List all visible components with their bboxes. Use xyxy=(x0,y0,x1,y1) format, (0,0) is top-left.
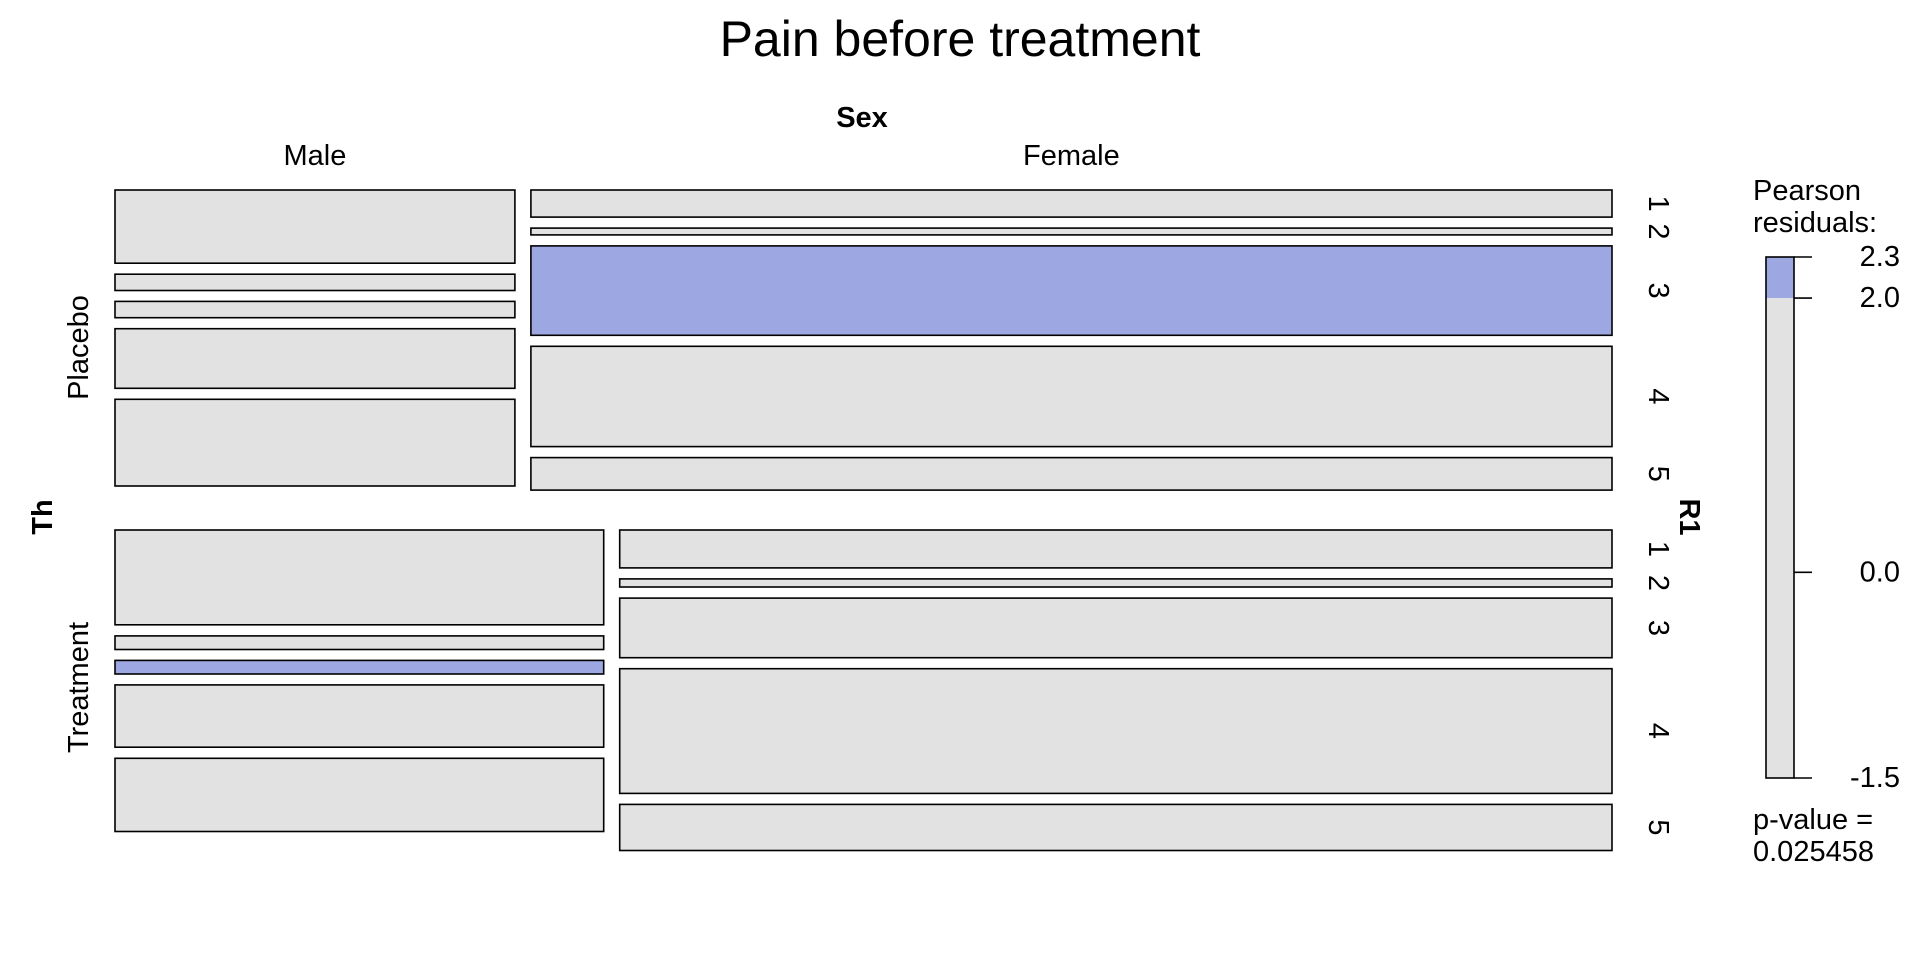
nested-level-label: 2 xyxy=(1642,575,1674,591)
nested-level-label: 1 xyxy=(1642,196,1674,212)
mosaic-tiles xyxy=(114,189,1613,852)
tile-treatment-male-4 xyxy=(114,684,605,749)
tile-placebo-female-4 xyxy=(530,345,1613,448)
tile-placebo-female-3 xyxy=(530,245,1613,337)
tile-placebo-male-4 xyxy=(114,327,516,390)
legend-title-line: Pearson xyxy=(1753,175,1861,207)
tile-placebo-male-2 xyxy=(114,273,516,292)
legend-tick-label: -1.5 xyxy=(1850,762,1900,794)
tile-placebo-female-1 xyxy=(530,189,1613,218)
row-level-label: Placebo xyxy=(63,295,95,400)
nested-level-label: 5 xyxy=(1642,466,1674,482)
tile-treatment-female-2 xyxy=(618,578,1613,588)
tile-treatment-female-3 xyxy=(618,597,1613,659)
nested-level-label: 2 xyxy=(1642,223,1674,239)
tile-treatment-female-4 xyxy=(618,667,1613,795)
nested-level-label: 3 xyxy=(1642,620,1674,636)
tile-placebo-female-5 xyxy=(530,456,1613,491)
nested-level-label: 1 xyxy=(1642,541,1674,557)
tile-treatment-female-1 xyxy=(618,529,1613,569)
nested-level-label: 4 xyxy=(1642,388,1674,404)
tile-placebo-male-3 xyxy=(114,300,516,319)
p-value-line: 0.025458 xyxy=(1753,836,1874,868)
tile-treatment-male-3 xyxy=(114,659,605,675)
tile-treatment-female-5 xyxy=(618,803,1613,852)
tile-treatment-male-2 xyxy=(114,635,605,651)
tile-placebo-male-5 xyxy=(114,398,516,487)
column-variable-label: Sex xyxy=(836,102,888,134)
chart-title: Pain before treatment xyxy=(720,11,1201,67)
nested-level-label: 3 xyxy=(1642,283,1674,299)
row-variable-label: Th xyxy=(27,499,59,534)
legend-bar-outline xyxy=(1765,256,1795,779)
nested-level-label: 4 xyxy=(1642,723,1674,739)
row-level-label: Treatment xyxy=(63,622,95,753)
legend-positive-segment xyxy=(1766,257,1794,299)
nested-variable-label: R1 xyxy=(1673,498,1705,535)
nested-level-label: 5 xyxy=(1642,819,1674,835)
p-value-line: p-value = xyxy=(1753,804,1873,836)
tile-treatment-male-5 xyxy=(114,757,605,833)
column-level-label: Female xyxy=(1023,140,1120,172)
level-labels: Male 1 2 3 4 5 Female Placebo 1 2 3 4 5 Treatment xyxy=(63,140,1674,835)
legend-title-line: residuals: xyxy=(1753,207,1877,239)
tile-placebo-female-2 xyxy=(530,227,1613,236)
column-level-label: Male xyxy=(283,140,346,172)
legend-tick-label: 2.3 xyxy=(1860,241,1900,273)
tile-placebo-male-1 xyxy=(114,189,516,264)
legend-tick-label: 0.0 xyxy=(1860,556,1900,588)
tile-treatment-male-1 xyxy=(114,529,605,626)
legend-neutral-segment xyxy=(1766,298,1794,778)
legend-tick-label: 2.0 xyxy=(1860,282,1900,314)
